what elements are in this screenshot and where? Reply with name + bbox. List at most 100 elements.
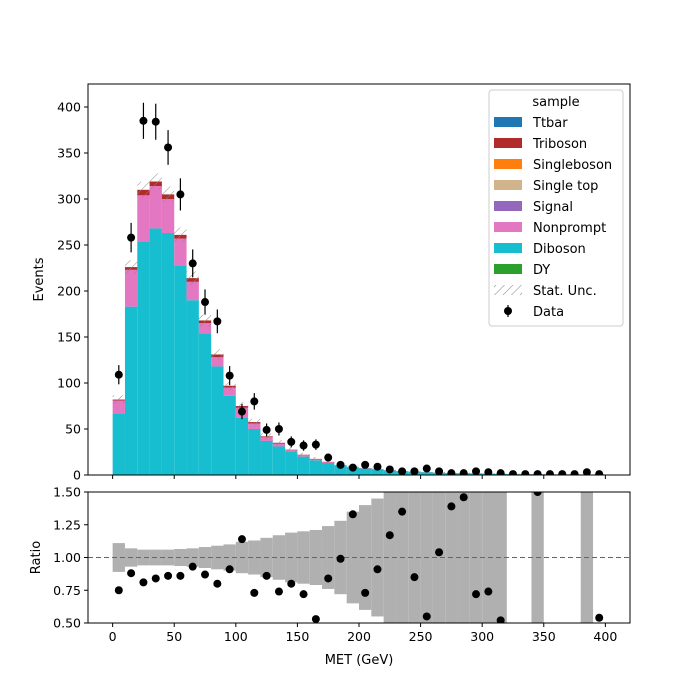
data-point-4 — [164, 143, 173, 152]
data-point-18 — [336, 460, 345, 469]
ratio-band-26 — [432, 492, 446, 623]
ratio-y-axis-label: Ratio — [29, 541, 44, 574]
legend-label-single-top: Single top — [533, 179, 598, 194]
data-point-10 — [237, 407, 246, 416]
data-point-24 — [410, 467, 419, 475]
ratio-point-20 — [361, 588, 370, 597]
ratio-y-tick-label-0.75: 0.75 — [53, 583, 81, 598]
ratio-axes-frame — [87, 491, 631, 624]
ratio-point-16 — [311, 615, 320, 623]
bar-nonprompt-11 — [248, 423, 261, 429]
legend-label-triboson: Triboson — [532, 137, 587, 152]
ratio-y-tick-label-1.00: 1.00 — [53, 550, 81, 565]
bar-nonprompt-8 — [211, 357, 224, 367]
main-y-tick-label-200: 200 — [57, 284, 81, 299]
data-point-5 — [176, 190, 185, 199]
stat-unc-8 — [211, 349, 224, 360]
ratio-point-2 — [139, 578, 148, 587]
data-point-38 — [582, 468, 591, 475]
stat-unc-2 — [137, 181, 150, 198]
legend-marker-data — [504, 307, 512, 315]
stat-unc-7 — [198, 314, 212, 327]
data-point-13 — [274, 425, 283, 433]
ratio-point-30 — [484, 587, 493, 596]
stat-unc-17 — [322, 460, 335, 464]
x-tick-label-300: 300 — [470, 629, 494, 644]
bar-nonprompt-6 — [186, 281, 199, 301]
legend-swatch-singleboson — [494, 159, 522, 169]
main-y-tick-label-0: 0 — [73, 468, 81, 483]
data-point-1 — [127, 233, 136, 242]
ratio-plot-area — [88, 492, 630, 623]
bar-diboson-9 — [223, 395, 236, 475]
stat-unc-3 — [149, 173, 162, 190]
ratio-point-29 — [472, 590, 481, 599]
ratio-panel: 0 50 100 150 200 250 300 350 400 0.50 0.75 1.00 1.2… — [29, 485, 631, 668]
data-point-34 — [533, 470, 542, 475]
legend-label-data: Data — [533, 305, 564, 320]
ratio-point-5 — [176, 571, 185, 580]
data-point-20 — [361, 460, 370, 469]
ratio-point-8 — [213, 579, 222, 588]
legend-label-diboson: Diboson — [533, 242, 586, 257]
ratio-band-0 — [112, 543, 125, 572]
data-point-12 — [262, 425, 271, 434]
ratio-point-4 — [164, 571, 173, 580]
bar-diboson-11 — [248, 429, 261, 475]
ratio-band-24 — [408, 492, 421, 623]
x-axis-label: MET (GeV) — [325, 653, 394, 668]
legend-swatch-dy — [494, 264, 522, 274]
ratio-point-9 — [225, 565, 234, 574]
bar-diboson-8 — [211, 366, 224, 475]
bar-nonprompt-7 — [198, 323, 212, 334]
data-point-8 — [213, 317, 222, 326]
ratio-point-34 — [533, 492, 542, 496]
bar-diboson-1 — [124, 306, 138, 475]
stat-unc-1 — [124, 260, 138, 274]
bar-diboson-18 — [334, 465, 347, 475]
x-tick-label-150: 150 — [285, 629, 309, 644]
main-y-tick-label-50: 50 — [65, 422, 81, 437]
data-point-19 — [348, 463, 357, 472]
stat-unc-13 — [272, 440, 286, 446]
stat-unc-0 — [112, 395, 125, 404]
x-tick-label-50: 50 — [166, 629, 182, 644]
ratio-band-28 — [457, 492, 470, 623]
data-point-37 — [570, 470, 579, 475]
ratio-point-26 — [435, 548, 444, 557]
main-y-tick-label-300: 300 — [57, 192, 81, 207]
legend-swatch-signal — [494, 201, 522, 211]
ratio-point-23 — [398, 507, 407, 516]
data-point-33 — [521, 470, 530, 475]
legend: sample Ttbar Triboson Singleboson Single top… — [488, 89, 624, 327]
ratio-point-0 — [114, 586, 123, 595]
bar-diboson-21 — [371, 469, 384, 475]
ratio-y-ticks: 0.50 0.75 1.00 1.25 1.50 — [53, 485, 88, 631]
ratio-point-25 — [422, 612, 431, 621]
bar-diboson-4 — [161, 233, 175, 475]
stat-unc-4 — [161, 186, 175, 203]
ratio-point-15 — [299, 590, 308, 599]
legend-swatch-diboson — [494, 243, 522, 253]
ratio-band-15 — [297, 531, 310, 584]
data-point-11 — [250, 397, 259, 406]
ratio-point-1 — [127, 569, 136, 578]
series-data — [114, 102, 604, 475]
bar-diboson-7 — [198, 333, 212, 475]
main-y-tick-label-250: 250 — [57, 238, 81, 253]
data-point-30 — [484, 468, 493, 475]
bar-diboson-0 — [112, 413, 125, 475]
bar-diboson-17 — [322, 463, 335, 475]
data-point-6 — [188, 259, 197, 268]
ratio-point-22 — [385, 531, 394, 540]
ratio-band-2 — [137, 549, 150, 566]
stat-unc-14 — [285, 447, 298, 453]
legend-label-signal: Signal — [533, 200, 573, 215]
ratio-point-21 — [373, 565, 382, 574]
legend-swatch-nonprompt — [494, 222, 522, 232]
main-y-tick-label-100: 100 — [57, 376, 81, 391]
ratio-x-ticks: 0 50 100 150 200 250 300 350 400 — [109, 623, 617, 644]
main-y-tick-label-150: 150 — [57, 330, 81, 345]
series-diboson — [112, 228, 606, 475]
